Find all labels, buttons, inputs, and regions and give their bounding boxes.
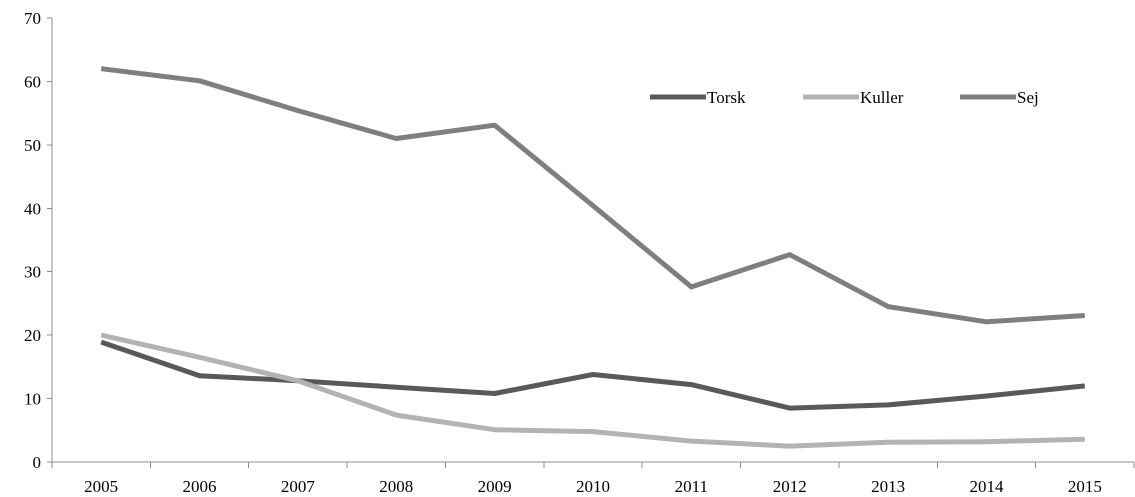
series-line-torsk: [100, 339, 1086, 411]
y-tick-label: 20: [24, 326, 41, 345]
axes: 0 10 20 30 40 50 60 70 2005 2006 2007 2008 2009 2010 2…: [24, 9, 1135, 496]
x-tick-label: 2011: [675, 477, 708, 496]
y-tick-label: 10: [24, 390, 41, 409]
y-tick-label: 60: [24, 72, 41, 91]
legend-label-kuller: Kuller: [860, 88, 904, 107]
x-tick-label: 2009: [478, 477, 512, 496]
y-tick-label: 0: [33, 453, 42, 472]
y-tick-label: 50: [24, 136, 41, 155]
x-tick-label: 2014: [969, 477, 1004, 496]
y-tick-label: 30: [24, 263, 41, 282]
x-tick-label: 2012: [773, 477, 807, 496]
y-tick-label: 70: [24, 9, 41, 28]
series-line-sej: [100, 66, 1085, 325]
x-tick-label: 2015: [1068, 477, 1102, 496]
series-line-kuller: [100, 332, 1085, 449]
legend: Torsk Kuller Sej: [650, 88, 1039, 107]
series-group: [100, 66, 1086, 449]
legend-label-torsk: Torsk: [707, 88, 746, 107]
legend-label-sej: Sej: [1017, 88, 1039, 107]
y-tick-label: 40: [24, 199, 41, 218]
x-tick-label: 2005: [84, 477, 118, 496]
x-tick-label: 2013: [871, 477, 905, 496]
x-tick-label: 2008: [379, 477, 413, 496]
x-tick-label: 2006: [183, 477, 217, 496]
x-tick-label: 2007: [281, 477, 316, 496]
x-tick-label: 2010: [576, 477, 610, 496]
